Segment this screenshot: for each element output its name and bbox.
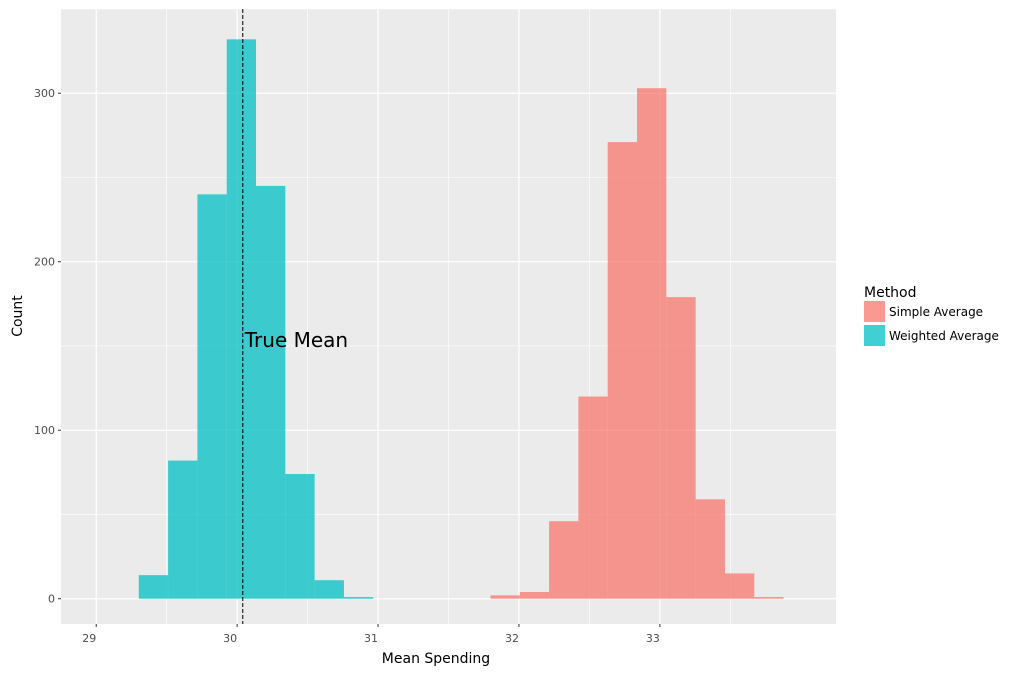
histogram-bars [138, 39, 784, 599]
x-axis-label: Mean Spending [382, 651, 490, 667]
x-tick-label: 29 [82, 632, 96, 645]
bar-simple-average [519, 591, 550, 599]
bar-simple-average [637, 88, 667, 599]
bar-simple-average [490, 595, 520, 599]
bar-simple-average [754, 597, 784, 599]
y-tick-label: 300 [34, 87, 55, 100]
y-tick-label: 200 [34, 256, 55, 269]
y-axis-label: Count [10, 295, 26, 337]
y-tick-label: 0 [48, 593, 55, 606]
bar-simple-average [666, 297, 696, 599]
bar-simple-average [607, 142, 638, 599]
legend-title: Method [864, 285, 917, 301]
true-mean-annotation: True Mean [244, 328, 348, 352]
bar-weighted-average [343, 597, 374, 599]
x-tick-label: 32 [505, 632, 519, 645]
bar-simple-average [578, 396, 608, 599]
legend-label-weighted-average: Weighted Average [889, 329, 999, 343]
bar-weighted-average [197, 194, 227, 599]
bar-simple-average [549, 521, 579, 599]
x-tick-label: 30 [223, 632, 237, 645]
bar-simple-average [695, 499, 725, 599]
bar-weighted-average [138, 575, 169, 599]
x-tick-label: 33 [646, 632, 660, 645]
y-axis-ticks: 0 100 200 300 [34, 87, 61, 606]
bar-weighted-average [168, 460, 198, 599]
bar-weighted-average [285, 474, 315, 599]
bar-simple-average [724, 573, 755, 599]
bar-weighted-average [314, 580, 344, 599]
legend-label-simple-average: Simple Average [889, 305, 983, 319]
bar-weighted-average [256, 185, 286, 599]
x-axis-ticks: 29 30 31 32 33 [82, 624, 661, 645]
y-tick-label: 100 [34, 424, 55, 437]
legend-swatch-simple-average [864, 301, 885, 322]
bar-weighted-average [226, 39, 257, 599]
legend-swatch-weighted-average [864, 325, 885, 346]
legend: Method Simple Average Weighted Average [864, 285, 999, 346]
x-tick-label: 31 [364, 632, 378, 645]
